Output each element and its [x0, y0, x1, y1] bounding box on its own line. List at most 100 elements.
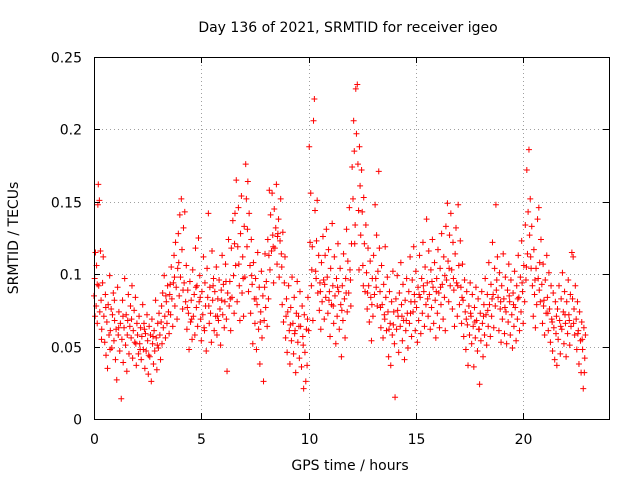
data-point [355, 207, 362, 214]
data-point [389, 332, 396, 339]
data-point [263, 278, 270, 285]
data-point [119, 313, 126, 320]
data-point [530, 246, 537, 253]
data-point [474, 347, 481, 354]
data-point [317, 326, 324, 333]
data-point [224, 368, 231, 375]
data-point [559, 269, 566, 276]
data-point [480, 301, 487, 308]
data-point [420, 288, 427, 295]
data-point [270, 243, 277, 250]
data-point [403, 317, 410, 324]
data-point [407, 253, 414, 260]
data-point [132, 294, 139, 301]
data-point [235, 204, 242, 211]
data-point [201, 327, 208, 334]
data-point [158, 318, 165, 325]
data-point [124, 332, 131, 339]
data-point [113, 376, 120, 383]
data-point [436, 324, 443, 331]
data-point [394, 307, 401, 314]
data-point [458, 320, 465, 327]
data-point [207, 310, 214, 317]
data-point [356, 143, 363, 150]
data-point [269, 232, 276, 239]
data-point [461, 276, 468, 283]
x-tick-label: 10 [301, 432, 319, 448]
data-point [206, 284, 213, 291]
data-point [523, 263, 530, 270]
data-point [397, 259, 404, 266]
data-point [169, 323, 176, 330]
data-point [406, 320, 413, 327]
data-point [265, 252, 272, 259]
data-point [270, 279, 277, 286]
data-point [582, 332, 589, 339]
data-point [374, 303, 381, 310]
data-point [286, 360, 293, 367]
x-tick-label: 0 [90, 432, 99, 448]
data-point [423, 216, 430, 223]
data-point [388, 298, 395, 305]
data-point [352, 221, 359, 228]
data-point [274, 233, 281, 240]
data-point [189, 336, 196, 343]
data-point [167, 281, 174, 288]
data-point [568, 323, 575, 330]
data-point [351, 148, 358, 155]
data-point [447, 282, 454, 289]
data-point [213, 332, 220, 339]
data-point [232, 262, 239, 269]
data-point [154, 342, 161, 349]
data-point [396, 290, 403, 297]
data-point [294, 339, 301, 346]
data-point [304, 294, 311, 301]
data-point [484, 307, 491, 314]
data-point [535, 275, 542, 282]
data-point [110, 290, 117, 297]
data-point [359, 208, 366, 215]
data-point [191, 291, 198, 298]
data-point [350, 195, 357, 202]
data-point [573, 316, 580, 323]
data-point [523, 166, 530, 173]
data-point [166, 330, 173, 337]
data-point [145, 352, 152, 359]
data-point [487, 333, 494, 340]
data-point [194, 282, 200, 289]
data-point [314, 197, 321, 204]
data-point [353, 130, 360, 137]
data-point [264, 323, 271, 330]
data-point [369, 313, 376, 320]
data-point [465, 303, 472, 310]
data-point [545, 269, 552, 276]
data-point [537, 236, 544, 243]
data-point [316, 279, 323, 286]
data-point [356, 266, 363, 273]
data-point [195, 235, 202, 241]
data-point [422, 263, 429, 270]
data-point [97, 248, 104, 255]
data-point [239, 290, 246, 297]
y-axis-label: SRMTID / TECUs [6, 182, 22, 295]
data-point [215, 317, 222, 324]
data-point [454, 313, 461, 320]
data-point [319, 233, 326, 240]
data-point [416, 252, 423, 259]
data-point [457, 237, 464, 244]
data-point [459, 294, 466, 301]
data-point [390, 321, 397, 328]
data-point [409, 276, 416, 283]
data-point [382, 294, 389, 301]
data-point [441, 272, 448, 279]
data-point [377, 288, 384, 295]
data-point [204, 294, 211, 301]
data-point [549, 347, 556, 354]
data-point [106, 272, 113, 279]
data-point [196, 272, 203, 279]
data-point [316, 307, 323, 314]
data-point [499, 316, 506, 323]
data-point [107, 327, 114, 334]
data-point [139, 301, 146, 308]
data-point [500, 250, 507, 257]
